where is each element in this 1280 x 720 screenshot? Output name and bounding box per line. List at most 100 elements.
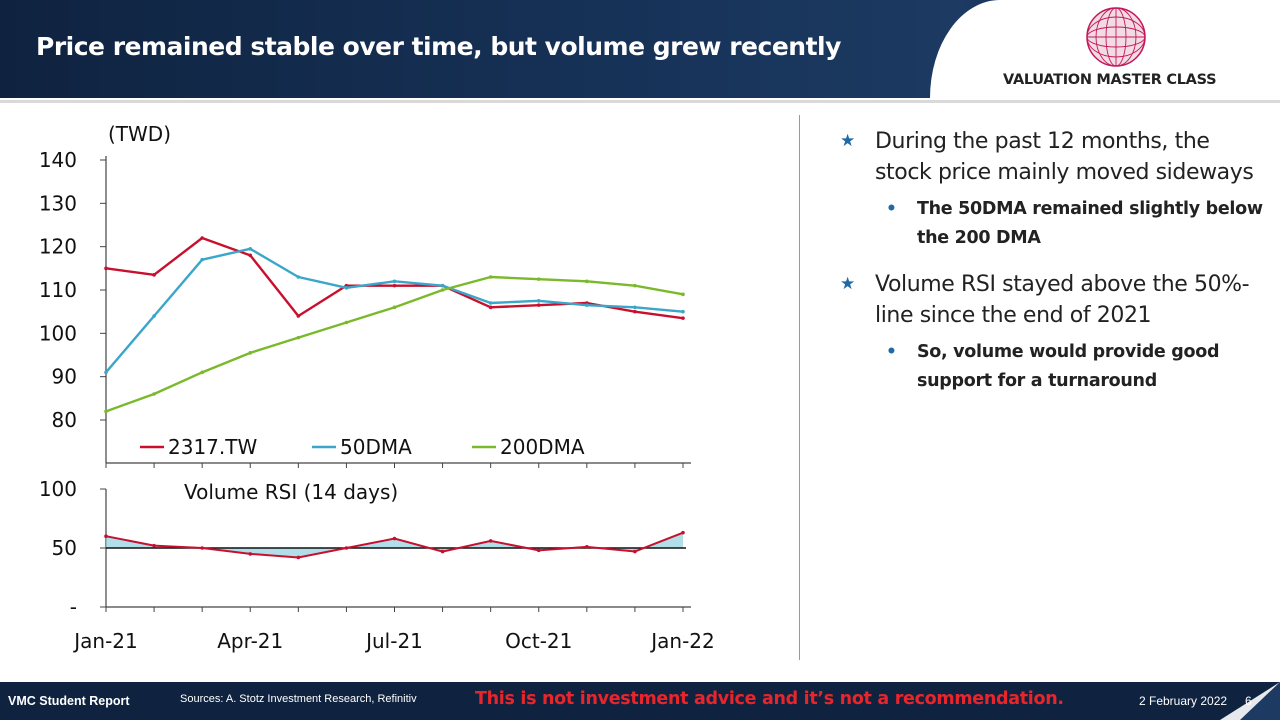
rsi-y-tick-label: 50: [52, 536, 77, 560]
dma200-point: [536, 277, 541, 281]
sub-bullet-text: The 50DMA remained slightly below the 20…: [917, 199, 1263, 248]
y-tick-label: 100: [39, 321, 77, 345]
legend-label: 50DMA: [340, 435, 412, 459]
dma50-point: [536, 299, 541, 303]
footer-accent: [1240, 682, 1280, 720]
bullet-item: ★ During the past 12 months, the stock p…: [838, 126, 1268, 188]
header-banner: Price remained stable over time, but vol…: [0, 0, 1280, 98]
dma50-point: [392, 279, 397, 284]
dma200-point: [344, 320, 349, 325]
dma50-point: [633, 305, 637, 310]
sub-bullet-item: • So, volume would provide good support …: [838, 338, 1268, 396]
rsi-point: [296, 555, 301, 560]
x-axis-labels: Jan-21 Apr-21 Jul-21 Oct-21 Jan-22: [72, 629, 715, 653]
x-tick-label: Jan-21: [72, 629, 138, 653]
rsi-point: [585, 545, 589, 549]
price-point: [296, 314, 301, 318]
dma200-point: [633, 283, 637, 288]
rsi-point: [681, 530, 685, 535]
rsi-point: [104, 534, 108, 538]
dma50-line: [105, 247, 684, 374]
bullet-text: During the past 12 months, the stock pri…: [875, 129, 1254, 185]
y-tick-label: 130: [39, 191, 77, 215]
dma200-point: [296, 335, 301, 340]
rsi-y-tick-label: 100: [39, 477, 77, 501]
rsi-point: [536, 548, 541, 553]
rsi-point: [633, 549, 637, 554]
logo-text: VALUATION MASTER CLASS: [1003, 72, 1217, 88]
dma50-point: [344, 286, 349, 290]
footer-sources: Sources: A. Stotz Investment Research, R…: [180, 693, 417, 705]
x-tick-label: Oct-21: [505, 629, 572, 653]
dma200-point: [488, 275, 493, 279]
footer-bar: VMC Student Report Sources: A. Stotz Inv…: [0, 682, 1280, 720]
bullet-text: Volume RSI stayed above the 50%-line sin…: [875, 272, 1250, 328]
bullet-dot-icon: •: [886, 342, 897, 362]
y-tick-label: 120: [39, 235, 77, 259]
sub-bullet-item: • The 50DMA remained slightly below the …: [838, 195, 1268, 253]
dma50-point: [104, 370, 108, 375]
price-legend: 2317.TW 50DMA 200DMA: [140, 435, 585, 459]
rsi-plot: [104, 530, 686, 560]
dma50-point: [152, 314, 156, 318]
y-tick-label: 110: [39, 278, 77, 302]
dma50-point: [440, 283, 445, 288]
dma50-point: [681, 309, 685, 314]
dma200-point: [104, 409, 108, 414]
y-tick-label: 140: [39, 148, 77, 172]
dma200-point: [681, 292, 685, 297]
x-tick-label: Jul-21: [364, 629, 423, 653]
dma50-point: [248, 247, 253, 251]
dma200-point: [200, 370, 204, 375]
rsi-point: [200, 546, 204, 550]
star-icon: ★: [840, 131, 855, 151]
rsi-y-tick-label: -: [70, 595, 77, 619]
dma200-point: [152, 392, 156, 396]
rsi-point: [344, 546, 349, 550]
price-point: [104, 266, 108, 271]
dma50-point: [296, 275, 301, 279]
header-divider: [0, 100, 1280, 103]
price-axes: 140 130 120 110 100 90 80: [39, 148, 691, 468]
star-icon: ★: [840, 274, 855, 294]
dma50-point: [585, 303, 589, 307]
bullet-item: ★ Volume RSI stayed above the 50%-line s…: [838, 269, 1268, 331]
dma50-point: [488, 301, 493, 305]
price-point: [392, 283, 397, 288]
dma50-point: [200, 257, 204, 262]
rsi-point: [152, 543, 156, 548]
price-point: [536, 303, 541, 307]
price-and-rsi-chart: (TWD) Volume RSI (14 days) 140 130 120 110 1…: [39, 122, 715, 653]
rsi-title: Volume RSI (14 days): [184, 480, 398, 504]
x-tick-label: Jan-22: [649, 629, 715, 653]
price-point: [200, 236, 204, 240]
footer-report-label: VMC Student Report: [8, 694, 130, 708]
globe-logo-icon: [1086, 7, 1146, 67]
y-tick-label: 80: [52, 408, 77, 432]
unit-label: (TWD): [108, 122, 171, 146]
legend-label: 200DMA: [500, 435, 585, 459]
legend-label: 2317.TW: [168, 435, 257, 459]
rsi-point: [488, 539, 493, 543]
rsi-point: [440, 549, 445, 554]
rsi-fill-area: [106, 532, 683, 558]
price-point: [152, 273, 156, 277]
footer-date: 2 February 2022: [1139, 694, 1228, 708]
bullet-dot-icon: •: [886, 199, 897, 219]
price-point: [488, 305, 493, 310]
dma200-point: [440, 288, 445, 292]
dma200-line: [105, 275, 684, 413]
price-point: [248, 253, 253, 258]
price-point: [681, 316, 685, 320]
rsi-point: [392, 536, 397, 541]
sub-bullet-text: So, volume would provide good support fo…: [917, 342, 1220, 391]
page-title: Price remained stable over time, but vol…: [36, 32, 841, 61]
vertical-divider: [799, 115, 800, 660]
dma200-point: [248, 351, 253, 355]
x-tick-label: Apr-21: [217, 629, 283, 653]
dma200-point: [585, 279, 589, 284]
bullet-list: ★ During the past 12 months, the stock p…: [838, 126, 1268, 412]
price-lines: [104, 236, 685, 414]
rsi-point: [248, 552, 253, 556]
price-point: [633, 309, 637, 314]
